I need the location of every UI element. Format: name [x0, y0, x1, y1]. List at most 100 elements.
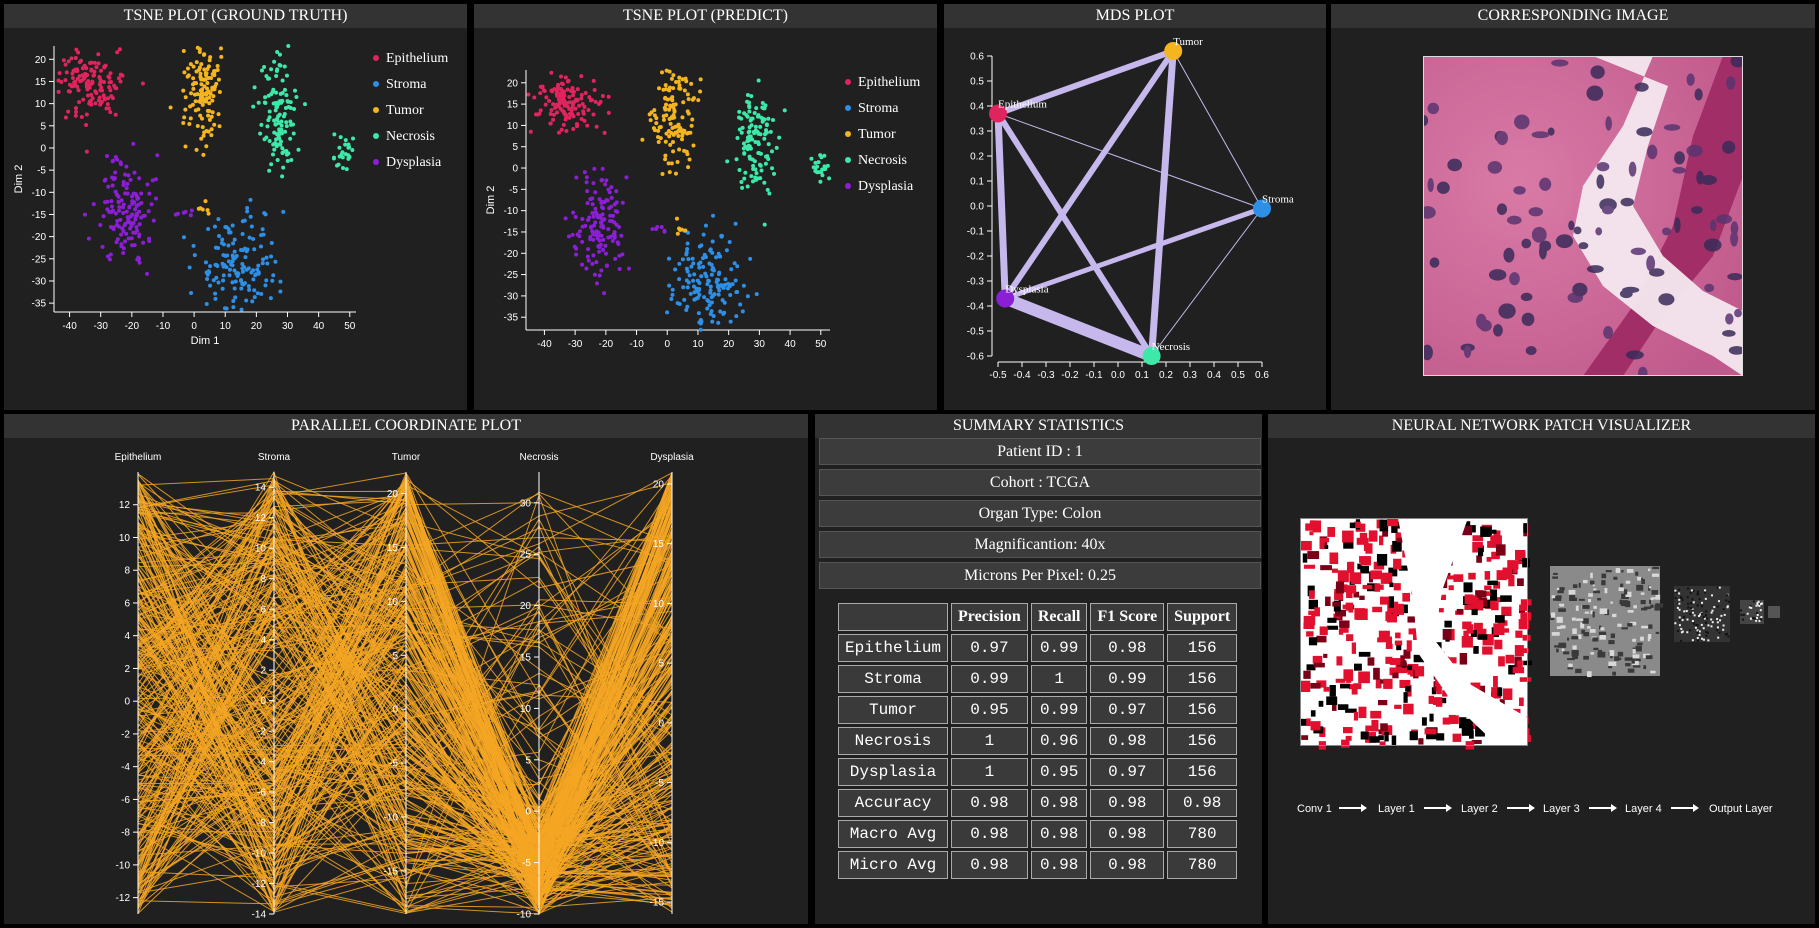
feature-pixel	[1360, 731, 1369, 740]
data-point	[79, 58, 84, 63]
row-label: Micro Avg	[838, 851, 949, 879]
y-tick-label: -10	[504, 206, 519, 217]
data-point	[580, 224, 585, 229]
nucleus	[1525, 346, 1537, 356]
data-point	[745, 114, 750, 119]
feature-pixel	[1572, 645, 1577, 650]
data-point	[738, 302, 743, 307]
y-tick-label: -15	[504, 227, 519, 238]
mds-chart[interactable]: -0.5 -0.4 -0.3 -0.2 -0.1 0.0 0.1 0.2 0.3 0.4 0.5 0.…	[944, 28, 1326, 410]
tsne-pred-chart[interactable]: -40 -30 -20 -10 0 10 20 30 40 5020151050-5-10-15-…	[474, 28, 937, 410]
data-point	[214, 275, 219, 280]
pcp-axis-label: Stroma	[258, 452, 291, 463]
data-point	[213, 296, 218, 301]
feature-pixel	[1740, 609, 1743, 612]
data-point	[607, 206, 612, 211]
x-tick-label: -20	[125, 321, 140, 332]
data-point	[247, 287, 252, 292]
data-point	[701, 264, 706, 269]
tsne-gt-chart[interactable]: -40 -30 -20 -10 0 10 20 30 40 5020151050-5-10-15-…	[4, 28, 467, 410]
feature-pixel	[1647, 568, 1651, 572]
feature-pixel	[1327, 617, 1337, 623]
data-point	[610, 238, 615, 243]
data-point	[112, 176, 117, 181]
data-point	[139, 215, 144, 220]
data-point	[698, 77, 703, 82]
feature-pixel	[1740, 613, 1743, 616]
data-point	[104, 106, 109, 111]
table-header-row: Precision Recall F1 Score Support	[838, 603, 1238, 631]
layer4-feature-map[interactable]	[1768, 606, 1780, 618]
feature-pixel	[1710, 618, 1713, 621]
data-point	[201, 152, 206, 157]
data-point	[747, 154, 752, 159]
feature-pixel	[1462, 525, 1473, 536]
data-point	[127, 204, 132, 209]
data-point	[285, 158, 290, 163]
feature-pixel	[1332, 601, 1340, 607]
x-tick-label: 0.1	[1135, 370, 1149, 381]
data-point	[265, 261, 270, 266]
feature-pixel	[1583, 655, 1589, 660]
feature-pixel	[1348, 684, 1356, 690]
table-header-recall: Recall	[1030, 603, 1088, 631]
feature-pixel	[1345, 708, 1357, 713]
data-point	[241, 282, 246, 287]
feature-pixel	[1518, 619, 1530, 630]
data-point	[676, 133, 681, 138]
data-point	[191, 86, 196, 91]
data-point	[118, 217, 123, 222]
feature-pixel	[1337, 704, 1349, 710]
layer1-feature-map[interactable]	[1550, 566, 1664, 678]
feature-pixel	[1300, 680, 1311, 692]
pcp-chart[interactable]: Epithelium121086420-2-4-6-8-10-12Stroma1…	[4, 438, 808, 924]
data-point	[754, 177, 759, 182]
data-point	[603, 251, 608, 256]
layer2-feature-map[interactable]	[1674, 586, 1730, 642]
data-point	[91, 202, 96, 207]
data-point	[102, 95, 107, 100]
data-point	[700, 256, 705, 261]
data-point	[250, 299, 255, 304]
data-point	[588, 197, 593, 202]
mds-edge	[997, 113, 1263, 209]
data-point	[764, 122, 769, 127]
feature-pixel	[1693, 614, 1696, 617]
table-header-support: Support	[1167, 603, 1238, 631]
data-point	[262, 64, 267, 69]
feature-pixel	[1335, 581, 1345, 594]
data-point	[567, 112, 572, 117]
data-point	[108, 88, 113, 93]
data-point	[73, 106, 78, 111]
data-point	[681, 285, 686, 290]
cell-f1: 0.98	[1090, 820, 1165, 848]
feature-pixel	[1581, 629, 1585, 634]
layer3-feature-map[interactable]	[1740, 600, 1764, 624]
x-tick-label: -10	[629, 339, 644, 350]
conv1-feature-map[interactable]	[1300, 518, 1533, 750]
data-point	[683, 228, 688, 233]
data-point	[191, 64, 196, 69]
data-point	[759, 151, 764, 156]
data-point	[146, 209, 151, 214]
data-point	[660, 172, 665, 177]
feature-pixel	[1329, 685, 1336, 697]
data-point	[208, 264, 213, 269]
data-point	[218, 46, 223, 51]
nn-visualizer[interactable]: Conv 1 Layer 1 Layer 2 Layer 3 Layer 4 Output…	[1268, 438, 1815, 924]
data-point	[734, 157, 739, 162]
data-point	[271, 101, 276, 106]
feature-pixel	[1722, 624, 1725, 627]
data-point	[565, 87, 570, 92]
nucleus	[1539, 240, 1552, 252]
data-point	[271, 87, 276, 92]
x-tick-label: 20	[251, 321, 263, 332]
mds-node-label: Epithelium	[998, 99, 1047, 111]
data-point	[815, 170, 820, 175]
feature-pixel	[1400, 655, 1405, 662]
data-point	[600, 223, 605, 228]
data-point	[121, 211, 126, 216]
data-point	[594, 229, 599, 234]
legend-marker	[845, 131, 851, 137]
data-point	[278, 139, 283, 144]
